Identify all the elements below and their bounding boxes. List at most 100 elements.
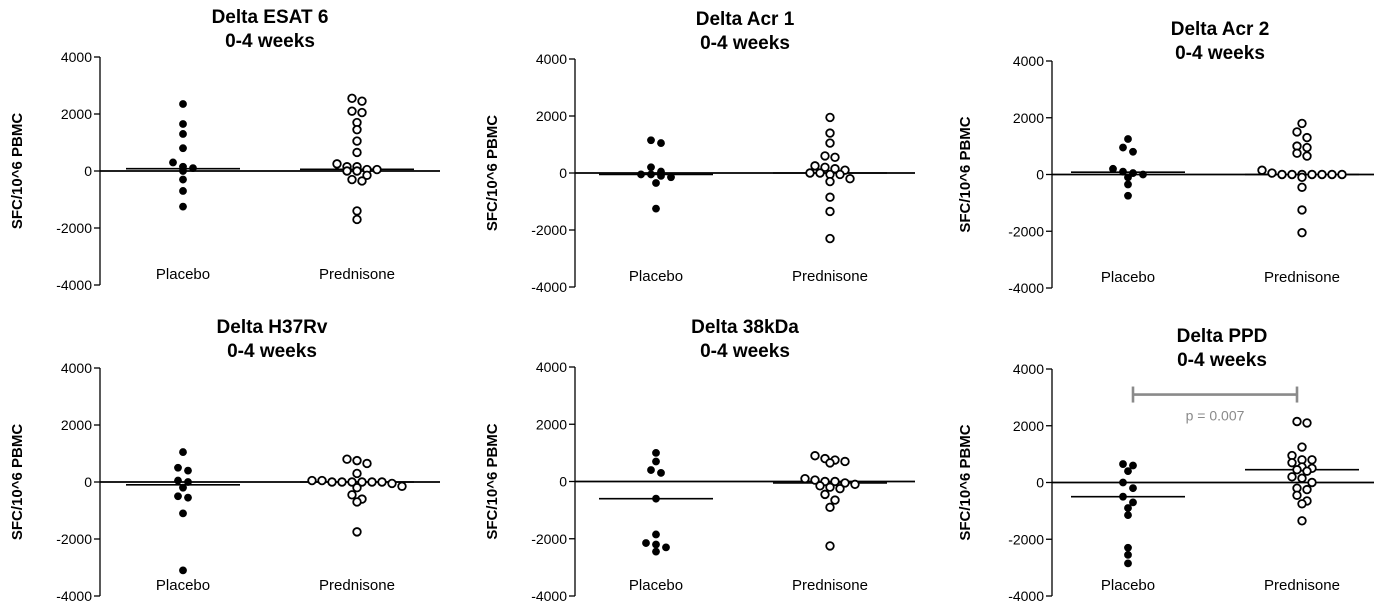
category-label: Placebo (629, 268, 683, 285)
prednisone-point (1302, 484, 1312, 495)
y-tick-label: -4000 (56, 277, 92, 293)
prednisone-point (352, 497, 362, 507)
prednisone-point (825, 482, 835, 492)
prednisone-point (342, 454, 352, 464)
placebo-point (179, 175, 187, 184)
y-tick-label: 0 (84, 163, 92, 179)
prednisone-point (825, 176, 835, 187)
prednisone-point (1302, 418, 1312, 428)
placebo-point (1124, 467, 1132, 476)
prednisone-point (342, 166, 352, 176)
prednisone-point (835, 483, 845, 494)
prednisone-point (357, 107, 367, 118)
prednisone-point (357, 176, 367, 186)
placebo-point (647, 170, 655, 179)
y-tick-label: -2000 (56, 531, 92, 547)
y-tick-label: 4000 (61, 49, 92, 65)
placebo-point (179, 120, 187, 128)
category-label: Prednisone (319, 266, 395, 283)
prednisone-point (1287, 169, 1297, 180)
prednisone-point (1302, 132, 1312, 143)
prednisone-point (1302, 466, 1312, 476)
prednisone-point (820, 151, 830, 161)
prednisone-point (1297, 182, 1307, 192)
prednisone-point (352, 166, 362, 176)
prednisone-point (307, 475, 317, 486)
placebo-point (657, 139, 665, 147)
y-tick-label: 0 (84, 474, 92, 490)
prednisone-point (352, 147, 362, 158)
category-label: Placebo (1101, 577, 1155, 594)
prednisone-point (1307, 477, 1317, 488)
prednisone-point (362, 458, 372, 469)
category-label: Placebo (629, 577, 683, 594)
chart-title-line-1: Delta 38kDa (691, 317, 799, 338)
placebo-point (1119, 478, 1127, 487)
p-value-label: p = 0.007 (1186, 408, 1245, 424)
placebo-point (1124, 543, 1132, 552)
prednisone-point (830, 164, 840, 174)
placebo-point (184, 466, 192, 475)
placebo-point (1129, 484, 1137, 493)
prednisone-point (840, 478, 850, 488)
prednisone-point (347, 490, 357, 500)
prednisone-point (1267, 168, 1277, 178)
prednisone-point (825, 192, 835, 202)
placebo-point (1124, 559, 1132, 568)
chart-title-line-2: 0-4 weeks (700, 33, 790, 54)
y-tick-label: 2000 (61, 106, 92, 122)
prednisone-point (825, 233, 835, 244)
placebo-point (179, 187, 187, 195)
prednisone-point (352, 206, 362, 216)
category-label: Placebo (156, 266, 210, 283)
placebo-point (179, 566, 187, 575)
prednisone-point (830, 495, 840, 505)
prednisone-point (820, 489, 830, 500)
y-tick-label: -4000 (56, 588, 92, 601)
placebo-point (652, 494, 660, 503)
chart-title-line-2: 0-4 weeks (1177, 350, 1267, 371)
prednisone-point (825, 541, 835, 551)
placebo-point (174, 492, 182, 501)
prednisone-point (1297, 172, 1307, 183)
placebo-point (1124, 550, 1132, 559)
placebo-point (1129, 147, 1137, 156)
category-label: Prednisone (792, 577, 868, 594)
placebo-point (184, 478, 192, 486)
category-label: Prednisone (1264, 577, 1340, 594)
prednisone-point (397, 481, 407, 491)
prednisone-point (377, 477, 387, 487)
chart-panel-6: Delta PPD 0-4 weeks SFC/10^6 PBMC 4000 2000 0… (957, 326, 1374, 601)
prednisone-point (1297, 227, 1307, 238)
chart-panel-5: Delta 38kDa 0-4 weeks SFC/10^6 PBMC 4000 200… (484, 317, 915, 601)
placebo-point (1124, 511, 1132, 520)
prednisone-point (835, 169, 845, 180)
placebo-point (652, 547, 660, 556)
prednisone-point (830, 476, 840, 487)
prednisone-point (1257, 165, 1267, 175)
placebo-point (652, 448, 660, 457)
placebo-point (647, 466, 655, 474)
prednisone-point (1287, 472, 1297, 482)
category-label: Prednisone (1264, 269, 1340, 286)
prednisone-point (387, 478, 397, 489)
prednisone-point (1287, 457, 1297, 468)
prednisone-point (825, 206, 835, 217)
placebo-point (652, 204, 660, 213)
prednisone-point (815, 168, 825, 178)
chart-title-line-2: 0-4 weeks (227, 341, 317, 362)
chart-title-line-1: Delta Acr 2 (1171, 19, 1270, 40)
prednisone-point (372, 164, 382, 175)
placebo-point (179, 144, 187, 153)
placebo-point (1129, 498, 1137, 507)
prednisone-point (830, 152, 840, 163)
prednisone-point (815, 481, 825, 491)
prednisone-point (1292, 127, 1302, 137)
prednisone-point (825, 458, 835, 468)
y-tick-label: -2000 (56, 220, 92, 236)
placebo-point (652, 530, 660, 539)
y-tick-label: -2000 (531, 222, 567, 238)
y-axis-label: SFC/10^6 PBMC (957, 424, 974, 540)
placebo-point (657, 171, 665, 180)
